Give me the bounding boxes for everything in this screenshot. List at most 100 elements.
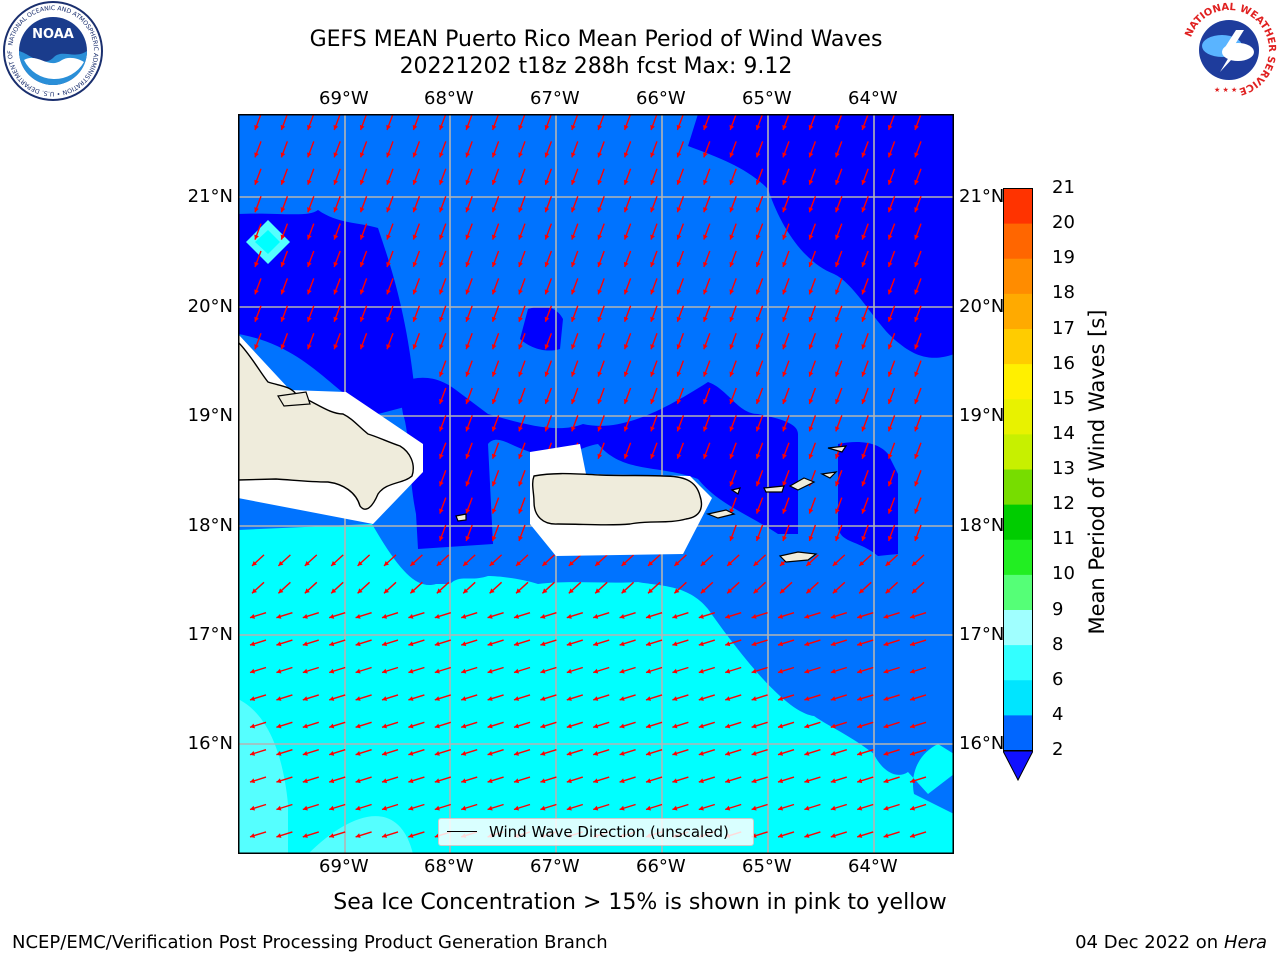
wave-direction-arrow: [755, 497, 764, 514]
wave-direction-arrow: [386, 168, 394, 186]
wave-direction-arrow: [729, 387, 737, 405]
wave-direction-arrow: [861, 524, 869, 542]
nws-logo: NATIONAL WEATHER SERVICE ★ ★ ★: [1181, 2, 1277, 98]
wave-direction-arrow: [779, 581, 793, 594]
wave-direction-arrow: [439, 415, 447, 432]
wave-direction-arrow: [513, 694, 531, 701]
wave-direction-arrow: [808, 250, 817, 268]
wave-direction-arrow: [439, 469, 447, 487]
wave-direction-arrow: [698, 776, 716, 784]
lon-tick-top: 67°W: [530, 88, 580, 109]
wave-direction-arrow: [676, 387, 685, 405]
wave-direction-arrow: [914, 415, 922, 432]
wave-direction-arrow: [592, 749, 610, 756]
wave-direction-arrow: [408, 749, 425, 756]
wave-direction-arrow: [381, 612, 399, 619]
wave-direction-arrow: [887, 305, 896, 323]
wave-direction-arrow: [909, 639, 927, 647]
wave-direction-arrow: [835, 305, 843, 323]
wave-direction-arrow: [856, 831, 874, 838]
wave-direction-arrow: [623, 360, 632, 377]
wave-direction-arrow: [515, 581, 529, 594]
field-band-dark-blue: [688, 114, 954, 358]
noaa-logo: NATIONAL OCEANIC AND ATMOSPHERIC ADMINIS…: [2, 0, 103, 101]
wave-direction-arrow: [703, 278, 711, 295]
wave-direction-arrow: [808, 168, 817, 186]
wave-direction-arrow: [856, 749, 874, 756]
colorbar-segment: [1003, 504, 1033, 540]
lat-tick-left: 17°N: [187, 624, 233, 645]
wave-direction-arrow: [439, 223, 447, 240]
wave-direction-arrow: [544, 415, 553, 432]
wave-direction-arrow: [409, 554, 423, 567]
wave-direction-arrow: [254, 141, 262, 158]
wave-direction-arrow: [355, 776, 372, 784]
wave-direction-arrow: [381, 776, 399, 784]
wave-direction-arrow: [755, 168, 764, 186]
wave-direction-arrow: [251, 554, 265, 567]
wave-direction-arrow: [434, 776, 452, 784]
wave-direction-arrow: [726, 554, 740, 567]
lon-tick-top: 64°W: [848, 88, 898, 109]
wave-direction-arrow: [835, 415, 843, 432]
footer-date-text: 04 Dec 2022 on: [1075, 932, 1219, 953]
wave-direction-arrow: [861, 278, 869, 295]
wave-direction-arrow: [489, 554, 503, 567]
wave-direction-arrow: [645, 694, 663, 701]
wave-direction-arrow: [623, 141, 632, 158]
wave-direction-arrow: [672, 612, 689, 619]
wave-direction-arrow: [544, 278, 553, 295]
wave-direction-arrow: [755, 387, 764, 405]
wave-direction-arrow: [434, 639, 452, 647]
wave-direction-arrow: [541, 554, 555, 567]
wave-direction-arrow: [465, 223, 473, 240]
wave-direction-arrow: [491, 442, 500, 460]
wave-direction-arrow: [302, 639, 320, 647]
wave-direction-arrow: [883, 831, 900, 838]
wave-direction-arrow: [909, 666, 927, 674]
wave-direction-arrow: [491, 278, 500, 295]
wave-direction-arrow: [249, 694, 267, 701]
wave-direction-arrow: [755, 524, 764, 542]
wave-direction-arrow: [777, 694, 795, 701]
wave-direction-arrow: [249, 721, 267, 729]
wave-direction-arrow: [887, 524, 896, 542]
legend-line-swatch: [447, 831, 477, 832]
wave-direction-arrow: [672, 666, 689, 674]
wave-direction-arrow: [808, 305, 817, 323]
wave-direction-arrow: [782, 114, 790, 131]
wave-direction-arrow: [513, 803, 531, 811]
wave-direction-arrow: [333, 168, 341, 186]
wave-direction-arrow: [883, 803, 900, 811]
wave-direction-arrow: [782, 278, 790, 295]
colorbar-segment: [1003, 398, 1033, 435]
wave-direction-arrow: [650, 415, 658, 432]
wave-direction-arrow: [650, 195, 658, 213]
wave-direction-arrow: [381, 831, 399, 838]
wave-direction-arrow: [276, 749, 293, 756]
colorbar-segment: [1003, 609, 1033, 646]
wave-direction-arrow: [568, 554, 582, 567]
wave-direction-arrow: [434, 666, 452, 674]
wave-direction-arrow: [703, 332, 711, 350]
wave-direction-arrow: [861, 332, 869, 350]
wave-direction-arrow: [883, 694, 900, 701]
wave-direction-arrow: [251, 581, 265, 594]
wave-direction-arrow: [782, 497, 790, 514]
island-virgin: [820, 471, 838, 479]
wave-direction-arrow: [755, 278, 764, 295]
wave-direction-arrow: [491, 524, 500, 542]
wave-direction-arrow: [249, 776, 267, 784]
wave-direction-arrow: [518, 305, 526, 323]
wave-direction-arrow: [623, 332, 632, 350]
wave-direction-arrow: [439, 278, 447, 295]
colorbar-segment: [1003, 363, 1033, 400]
map-border: [238, 114, 954, 854]
wave-direction-arrow: [439, 168, 447, 186]
colorbar-tick-label: 21: [1052, 177, 1075, 198]
colorbar-tick-label: 10: [1052, 563, 1075, 585]
wave-direction-arrow: [355, 612, 372, 619]
colorbar-segment: [1003, 328, 1033, 365]
wave-direction-arrow: [835, 195, 843, 213]
wave-direction-arrow: [544, 195, 553, 213]
